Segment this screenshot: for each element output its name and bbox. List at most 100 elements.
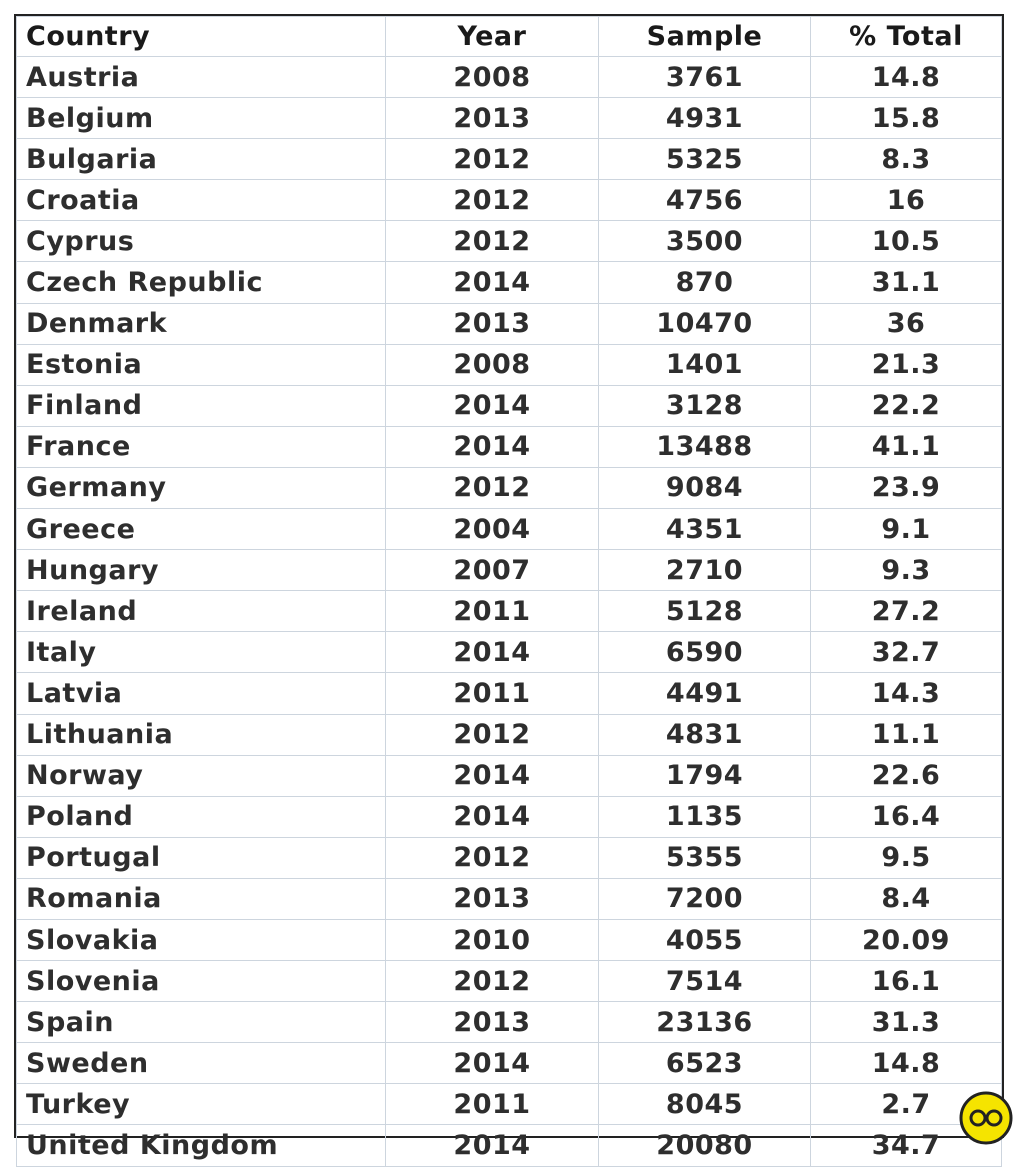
- value-cell: 2012: [385, 220, 599, 263]
- value-cell: 3761: [598, 55, 811, 99]
- value-cell: 2004: [385, 508, 599, 551]
- table-row: Romania 2013 7200 8.4: [16, 877, 1002, 920]
- header-cell: Year: [385, 16, 599, 57]
- country-cell: Lithuania: [16, 713, 386, 756]
- value-cell: 11.1: [810, 713, 1002, 756]
- country-cell: Portugal: [16, 836, 386, 879]
- value-cell: 2014: [385, 425, 599, 468]
- value-cell: 2012: [385, 466, 599, 510]
- value-cell: 14.8: [810, 55, 1002, 99]
- table-row: Croatia 2012 4756 16: [16, 179, 1002, 222]
- table-row: Hungary 2007 2710 9.3: [16, 549, 1002, 592]
- value-cell: 31.1: [810, 261, 1002, 304]
- table-row: France 2014 13488 41.1: [16, 425, 1002, 468]
- value-cell: 14.3: [810, 672, 1002, 715]
- table-row: Austria 2008 3761 14.8: [16, 55, 1002, 99]
- value-cell: 7514: [598, 960, 811, 1003]
- value-cell: 6590: [598, 631, 811, 674]
- value-cell: 9.1: [810, 508, 1002, 551]
- value-cell: 5355: [598, 836, 811, 879]
- value-cell: 4351: [598, 508, 811, 551]
- value-cell: 1794: [598, 754, 811, 797]
- table-row: Finland 2014 3128 22.2: [16, 384, 1002, 427]
- value-cell: 870: [598, 261, 811, 304]
- value-cell: 5325: [598, 138, 811, 181]
- table-row: Greece 2004 4351 9.1: [16, 508, 1002, 551]
- value-cell: 2012: [385, 836, 599, 879]
- value-cell: 1135: [598, 795, 811, 838]
- table-row: Lithuania 2012 4831 11.1: [16, 713, 1002, 756]
- table-frame: Country Year Sample% Total Austria 2008 3761…: [14, 14, 1004, 1167]
- value-cell: 41.1: [810, 425, 1002, 468]
- country-cell: Italy: [16, 631, 386, 674]
- value-cell: 20.09: [810, 918, 1002, 962]
- value-cell: 15.8: [810, 97, 1002, 140]
- value-cell: 23.9: [810, 466, 1002, 510]
- value-cell: 2013: [385, 1001, 599, 1044]
- table-row: Italy 2014 6590 32.7: [16, 631, 1002, 674]
- country-cell: Croatia: [16, 179, 386, 222]
- value-cell: 2013: [385, 877, 599, 920]
- table-row: Ireland 2011 5128 27.2: [16, 590, 1002, 633]
- value-cell: 2013: [385, 97, 599, 140]
- value-cell: 9.5: [810, 836, 1002, 879]
- value-cell: 4831: [598, 713, 811, 756]
- country-cell: Estonia: [16, 343, 386, 386]
- value-cell: 2014: [385, 795, 599, 838]
- table-row: Germany 2012 9084 23.9: [16, 466, 1002, 510]
- value-cell: 2012: [385, 960, 599, 1003]
- table-row: Cyprus 2012 3500 10.5: [16, 220, 1002, 263]
- value-cell: 9.3: [810, 549, 1002, 592]
- value-cell: 22.2: [810, 384, 1002, 427]
- value-cell: 2008: [385, 55, 599, 99]
- header-row: Country Year Sample% Total: [16, 16, 1002, 57]
- country-cell: Sweden: [16, 1042, 386, 1085]
- table-row: Bulgaria 2012 5325 8.3: [16, 138, 1002, 181]
- country-cell: Spain: [16, 1001, 386, 1044]
- value-cell: 2007: [385, 549, 599, 592]
- country-cell: Romania: [16, 877, 386, 920]
- value-cell: 2011: [385, 672, 599, 715]
- country-cell: Poland: [16, 795, 386, 838]
- value-cell: 16.4: [810, 795, 1002, 838]
- table-row: Estonia 2008 1401 21.3: [16, 343, 1002, 386]
- value-cell: 8.4: [810, 877, 1002, 920]
- table-row: Slovakia 2010 4055 20.09: [16, 918, 1002, 962]
- table-row: Poland 2014 1135 16.4: [16, 795, 1002, 838]
- value-cell: 8.3: [810, 138, 1002, 181]
- country-cell: Turkey: [16, 1083, 386, 1126]
- value-cell: 2011: [385, 1083, 599, 1126]
- value-cell: 14.8: [810, 1042, 1002, 1085]
- country-cell: Denmark: [16, 302, 386, 345]
- table-row: Turkey 2011 8045 2.7: [16, 1083, 1002, 1126]
- table-row: Denmark 2013 10470 36: [16, 302, 1002, 345]
- value-cell: 16.1: [810, 960, 1002, 1003]
- data-table: Country Year Sample% Total Austria 2008 3761…: [16, 16, 1002, 1167]
- value-cell: 2012: [385, 138, 599, 181]
- value-cell: 4055: [598, 918, 811, 962]
- value-cell: 31.3: [810, 1001, 1002, 1044]
- value-cell: 10470: [598, 302, 811, 345]
- value-cell: 2014: [385, 1124, 599, 1167]
- value-cell: 4491: [598, 672, 811, 715]
- value-cell: 21.3: [810, 343, 1002, 386]
- country-cell: United Kingdom: [16, 1124, 386, 1167]
- header-cell: Country: [16, 16, 386, 57]
- country-cell: Slovenia: [16, 960, 386, 1003]
- value-cell: 36: [810, 302, 1002, 345]
- table-row: Portugal 2012 5355 9.5: [16, 836, 1002, 879]
- value-cell: 2014: [385, 261, 599, 304]
- value-cell: 4756: [598, 179, 811, 222]
- header-cell: Sample: [598, 16, 811, 57]
- country-cell: Ireland: [16, 590, 386, 633]
- value-cell: 5128: [598, 590, 811, 633]
- value-cell: 2008: [385, 343, 599, 386]
- value-cell: 13488: [598, 425, 811, 468]
- table-row: Latvia 2011 4491 14.3: [16, 672, 1002, 715]
- value-cell: 2013: [385, 302, 599, 345]
- country-cell: Norway: [16, 754, 386, 797]
- table-row: Slovenia 2012 7514 16.1: [16, 960, 1002, 1003]
- value-cell: 32.7: [810, 631, 1002, 674]
- table-row: Belgium 2013 4931 15.8: [16, 97, 1002, 140]
